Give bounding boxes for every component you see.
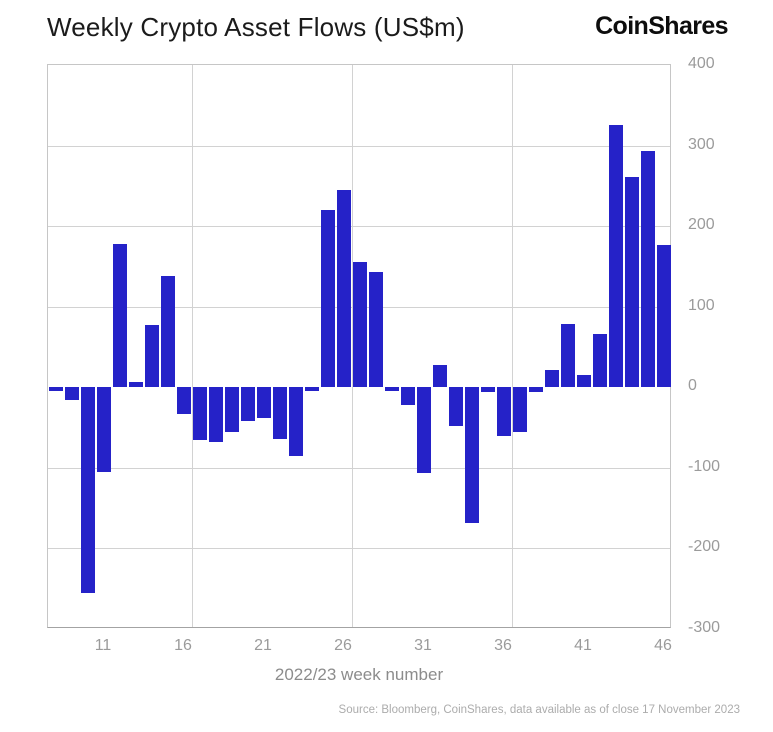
bar-week-9: [65, 387, 79, 401]
bar-week-45: [641, 151, 655, 388]
bar-week-39: [545, 370, 559, 388]
y-tick-label-400: 400: [688, 55, 715, 72]
v-gridline-week-26: [352, 65, 353, 627]
bar-week-20: [241, 387, 255, 422]
bar-week-17: [193, 387, 207, 441]
bar-week-41: [577, 375, 591, 388]
x-axis-title: 2022/23 week number: [274, 665, 444, 684]
x-tick-label-11: 11: [94, 637, 112, 654]
y-tick-label--200: -200: [688, 538, 721, 556]
y-tick-label--300: -300: [688, 619, 721, 636]
bar-week-15: [161, 276, 175, 388]
y-tick-label-100: 100: [688, 296, 715, 314]
bar-week-13: [129, 381, 143, 388]
x-tick-label-46: 46: [654, 637, 672, 654]
h-gridline-300: [48, 145, 670, 147]
bar-week-35: [481, 387, 495, 393]
bar-week-8: [49, 387, 63, 392]
h-gridline--200: [48, 548, 670, 550]
bar-week-32: [433, 364, 447, 388]
bar-week-30: [401, 387, 415, 405]
bar-week-42: [593, 334, 607, 388]
bar-week-33: [449, 387, 463, 426]
h-gridline-200: [48, 226, 670, 228]
bar-week-24: [305, 387, 319, 391]
bar-week-26: [337, 189, 351, 388]
coinshares-logo: CoinShares: [595, 12, 729, 40]
bar-week-25: [321, 210, 335, 388]
v-gridline-week-36: [512, 65, 513, 627]
bar-week-23: [289, 387, 303, 456]
bar-week-11: [97, 387, 111, 472]
bar-week-46: [657, 245, 671, 388]
bar-week-22: [273, 387, 287, 439]
bar-week-43: [609, 124, 623, 388]
bar-week-14: [145, 325, 159, 388]
x-tick-label-26: 26: [334, 637, 352, 654]
bar-week-21: [257, 387, 271, 418]
x-tick-label-16: 16: [174, 637, 192, 654]
y-tick-label--100: -100: [688, 457, 721, 475]
x-tick-label-36: 36: [494, 637, 512, 654]
x-tick-label-21: 21: [254, 637, 272, 654]
y-tick-label-300: 300: [688, 135, 715, 153]
chart-title: Weekly Crypto Asset Flows (US$m): [47, 12, 465, 42]
bar-week-44: [625, 176, 639, 388]
y-tick-label-0: 0: [688, 377, 697, 395]
x-tick-label-41: 41: [574, 637, 592, 654]
source-note: Source: Bloomberg, CoinShares, data avai…: [338, 704, 740, 716]
bar-week-16: [177, 387, 191, 414]
plot-area: [47, 64, 671, 628]
x-tick-label-31: 31: [414, 637, 432, 654]
bar-week-31: [417, 387, 431, 474]
bar-week-12: [113, 243, 127, 388]
bar-week-10: [81, 387, 95, 593]
v-gridline-week-16: [192, 65, 193, 627]
bar-week-27: [353, 262, 367, 388]
bar-week-28: [369, 272, 383, 388]
h-gridline--100: [48, 467, 670, 469]
bar-week-18: [209, 387, 223, 443]
bar-week-38: [529, 387, 543, 393]
bar-week-40: [561, 324, 575, 388]
bar-week-36: [497, 387, 511, 436]
y-tick-label-200: 200: [688, 216, 715, 234]
bar-week-29: [385, 387, 399, 391]
bar-week-37: [513, 387, 527, 433]
bar-week-19: [225, 387, 239, 433]
bar-week-34: [465, 387, 479, 523]
